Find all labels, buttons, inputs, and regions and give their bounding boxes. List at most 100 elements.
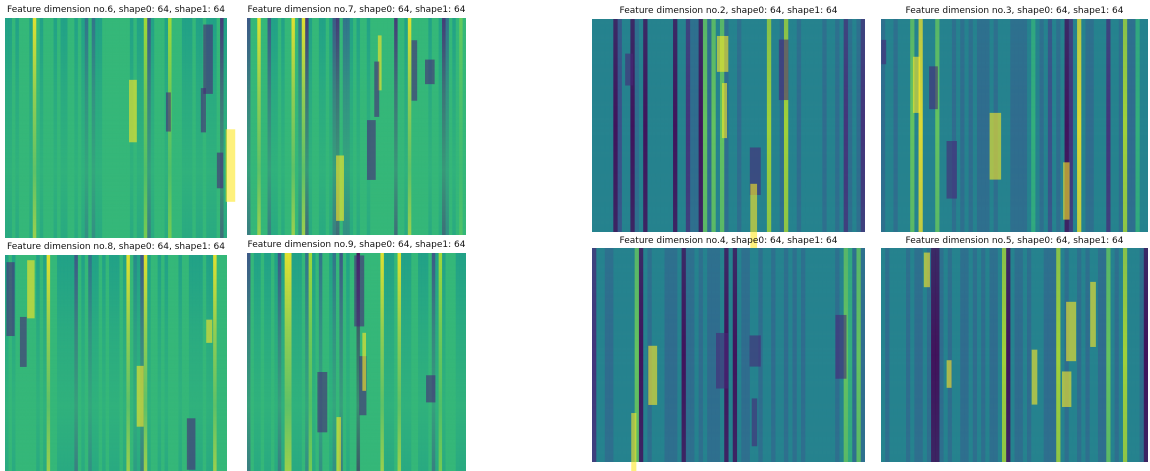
heatmap-stripe <box>885 248 889 462</box>
heatmap-stripe <box>931 19 935 232</box>
heatmap-stripe <box>1035 19 1039 232</box>
heatmap-stripe <box>1077 19 1081 232</box>
heatmap-stripe <box>158 255 162 471</box>
heatmap-stripe <box>445 253 449 471</box>
heatmap-stripe <box>61 18 65 238</box>
heatmap-stripe <box>288 18 292 235</box>
heatmap-stripe <box>994 248 998 462</box>
heatmap-stripe <box>81 255 85 471</box>
heatmap-stripe <box>172 18 176 238</box>
heatmap <box>592 19 865 258</box>
heatmap-stripe <box>92 255 96 471</box>
heatmap-stripe <box>189 18 193 238</box>
heatmap-stripe <box>452 253 456 471</box>
heatmap-stripe <box>95 255 99 471</box>
heatmap-blob <box>1063 162 1069 219</box>
heatmap-stripe <box>601 19 606 232</box>
heatmap-blob <box>336 417 341 471</box>
heatmap-stripe <box>401 18 405 235</box>
heatmap-stripe <box>264 18 268 235</box>
heatmap-stripe <box>319 253 323 471</box>
heatmap-stripe <box>312 18 316 235</box>
heatmap-stripe <box>1019 19 1023 232</box>
heatmap-stripe <box>673 19 678 232</box>
heatmap-stripe <box>1073 19 1077 232</box>
heatmap-blob <box>137 366 144 427</box>
heatmap-stripe <box>622 19 627 232</box>
heatmap-stripe <box>1040 248 1044 462</box>
heatmap-stripe <box>15 18 19 238</box>
heatmap-stripe <box>977 248 981 462</box>
heatmap-stripe <box>140 255 144 471</box>
heatmap-stripe <box>64 18 68 238</box>
heatmap-stripe <box>956 19 960 232</box>
heatmap-stripe <box>61 255 65 471</box>
heatmap-stripe <box>357 18 361 235</box>
heatmap-stripe <box>428 253 432 471</box>
heatmap-stripe <box>64 255 68 471</box>
heatmap-stripe <box>977 19 981 232</box>
heatmap-stripe <box>133 255 137 471</box>
heatmap-stripe <box>161 18 165 238</box>
heatmap-stripe <box>1119 19 1123 232</box>
heatmap-stripe <box>172 255 176 471</box>
heatmap-stripe <box>309 18 313 235</box>
heatmap-stripe <box>960 19 964 232</box>
heatmap-stripe <box>54 18 58 238</box>
panel-title: Feature dimension no.2, shape0: 64, shap… <box>620 6 838 16</box>
heatmap-stripe <box>106 18 110 238</box>
heatmap-stripe <box>116 255 120 471</box>
heatmap-stripe <box>780 248 785 462</box>
heatmap-stripe <box>1081 19 1085 232</box>
heatmap-stripe <box>333 18 337 235</box>
heatmap-stripe <box>254 18 258 235</box>
heatmap-stripe <box>257 253 261 471</box>
heatmap-stripe <box>643 19 648 232</box>
heatmap-stripe <box>831 19 836 232</box>
heatmap-stripe <box>220 18 224 238</box>
heatmap-stripe <box>618 19 623 232</box>
heatmap-stripe <box>737 248 742 462</box>
heatmap-blob <box>835 315 846 379</box>
heatmap-stripe <box>981 19 985 232</box>
heatmap-stripe <box>387 18 391 235</box>
heatmap-stripe <box>665 248 670 462</box>
heatmap <box>5 255 227 471</box>
heatmap-stripe <box>418 18 422 235</box>
heatmap-stripe <box>1102 248 1106 462</box>
heatmap-stripe <box>910 19 914 232</box>
heatmap-stripe <box>939 19 943 232</box>
heatmap-stripes <box>881 248 1148 462</box>
heatmap-stripe <box>960 248 964 462</box>
heatmap-stripe <box>609 248 614 462</box>
heatmap <box>592 248 865 471</box>
heatmap-stripe <box>291 253 295 471</box>
heatmap-stripe <box>852 19 857 232</box>
heatmap-stripe <box>147 18 151 238</box>
heatmap-blob <box>779 40 789 101</box>
heatmap-stripe <box>459 18 463 235</box>
heatmap-blob <box>750 184 757 258</box>
heatmap-stripe <box>985 19 989 232</box>
heatmap-stripe <box>213 18 217 238</box>
heatmap-stripe <box>1110 248 1114 462</box>
heatmap-stripes <box>5 18 227 238</box>
heatmap-stripe <box>935 248 939 462</box>
heatmap-stripe <box>116 18 120 238</box>
heatmap-stripe <box>439 253 443 471</box>
heatmap-stripe <box>981 248 985 462</box>
heatmap-stripe <box>360 18 364 235</box>
heatmap-stripe <box>810 19 815 232</box>
heatmap-stripe <box>50 255 54 471</box>
heatmap-stripe <box>404 18 408 235</box>
heatmap-stripe <box>1094 248 1098 462</box>
heatmap-stripe <box>1090 248 1094 462</box>
heatmap-stripe <box>281 253 285 471</box>
heatmap-stripe <box>784 248 789 462</box>
heatmap-stripe <box>694 19 699 232</box>
heatmap-stripe <box>1002 19 1006 232</box>
heatmap-stripe <box>733 19 738 232</box>
heatmap-stripe <box>404 253 408 471</box>
heatmap-stripe <box>1010 19 1014 232</box>
heatmap-stripe <box>326 18 330 235</box>
